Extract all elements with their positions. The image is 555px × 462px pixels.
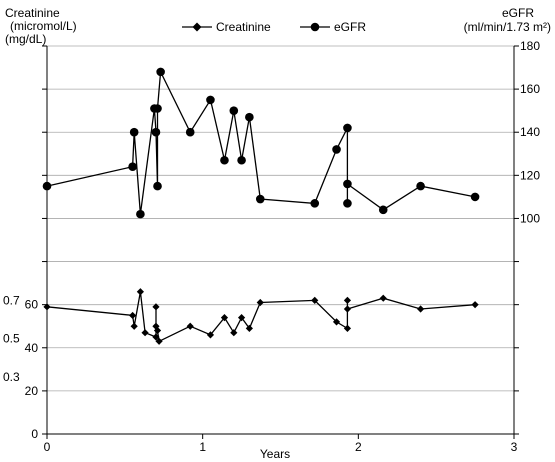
right-tick-label: 100 [520, 211, 540, 225]
x-axis-label: Years [260, 447, 290, 461]
creatinine-point [141, 329, 149, 337]
creatinine-point [245, 324, 253, 332]
left-tick-label: 20 [25, 384, 39, 398]
creatinine-point [471, 301, 479, 309]
creatinine-point [417, 305, 425, 313]
x-tick-label: 1 [199, 440, 206, 454]
left-axis-title-line-3: (mg/dL) [5, 32, 46, 46]
creatinine-point [379, 294, 387, 302]
egfr-point [136, 209, 145, 219]
egfr-point [245, 112, 254, 122]
egfr-point [153, 181, 162, 191]
left-tick-label-mgdl: 0.5 [3, 332, 20, 346]
egfr-point [416, 181, 425, 191]
egfr-point [42, 181, 52, 191]
egfr-point [237, 155, 246, 165]
left-tick-label: 0 [31, 427, 38, 441]
right-tick-label: 180 [520, 39, 540, 53]
creatinine-point [136, 288, 144, 296]
egfr-point [343, 199, 352, 208]
creatinine-point [43, 303, 51, 311]
creatinine-point [237, 314, 246, 322]
egfr-point [332, 145, 341, 154]
left-tick-label-mgdl: 0.3 [3, 370, 20, 384]
egfr-point [206, 95, 215, 105]
egfr-point [343, 179, 352, 189]
egfr-point [156, 67, 165, 77]
x-tick-label: 3 [511, 440, 518, 454]
legend-egfr-label: eGFR [334, 20, 366, 34]
legend-creatinine-marker [192, 22, 202, 32]
creatinine-point [129, 311, 137, 320]
egfr-point [128, 162, 137, 172]
series-layer [42, 67, 480, 345]
legend: Creatinine eGFR [182, 20, 366, 34]
left-tick-label: 60 [25, 298, 39, 312]
left-axis-title-line-1: Creatinine [5, 6, 60, 20]
egfr-point [378, 205, 388, 215]
egfr-point [343, 123, 352, 133]
creatinine-point [153, 326, 162, 335]
egfr-point [470, 192, 480, 202]
grid-layer [47, 45, 514, 392]
egfr-point [185, 127, 195, 137]
creatinine-point [206, 331, 215, 339]
egfr-point [151, 127, 161, 137]
creatinine-point [332, 318, 341, 326]
creatinine-point [311, 296, 319, 304]
creatinine-point [186, 322, 194, 330]
creatinine-point [152, 303, 160, 311]
creatinine-series-line [46, 291, 476, 343]
egfr-point [255, 194, 265, 204]
legend-egfr-marker [310, 22, 320, 32]
left-tick-label: 40 [25, 341, 39, 355]
creatinine-point [343, 296, 352, 304]
left-tick-label-mgdl: 0.7 [3, 294, 20, 308]
x-tick-label: 2 [355, 440, 362, 454]
x-tick-label: 0 [44, 440, 51, 454]
right-tick-label: 120 [520, 168, 540, 182]
left-axis-title-line-2: (micromol/L) [10, 19, 77, 33]
right-axis-title-line-2: (ml/min/1.73 m²) [464, 20, 551, 34]
egfr-point [129, 127, 139, 137]
axes-layer: 0 1 2 3 0 20 40 60 0.3 0.5 0.7 100 120 140 160 180 [3, 39, 540, 454]
legend-creatinine-label: Creatinine [216, 20, 271, 34]
creatinine-point [343, 324, 352, 332]
creatinine-point [152, 333, 160, 341]
creatinine-point [220, 314, 229, 322]
creatinine-point [155, 337, 163, 345]
egfr-series-line [46, 69, 476, 215]
creatinine-point [343, 305, 352, 313]
right-tick-label: 140 [520, 125, 540, 139]
egfr-point [153, 104, 162, 113]
creatinine-point [230, 329, 238, 337]
creatinine-point [130, 322, 138, 330]
egfr-point [229, 106, 239, 115]
creatinine-point [256, 298, 264, 307]
right-tick-label: 160 [520, 82, 540, 96]
egfr-point [220, 155, 229, 165]
egfr-point [310, 199, 320, 208]
right-axis-title-line-1: eGFR [502, 6, 534, 20]
